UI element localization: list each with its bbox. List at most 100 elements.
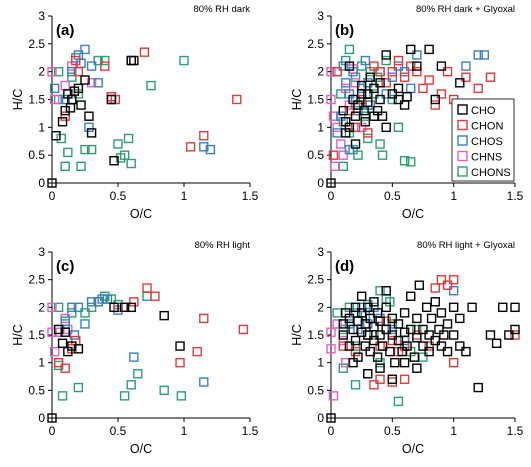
data-point-chon [399, 72, 410, 82]
data-point-chon [126, 55, 136, 66]
data-point-chons [53, 302, 64, 313]
data-point-cho [424, 44, 434, 55]
data-point-chons [76, 161, 86, 172]
data-point-chons [60, 161, 70, 172]
data-point-cho [510, 302, 520, 313]
data-point-chon [381, 78, 391, 88]
data-point-chns [332, 319, 342, 329]
data-point-chons [350, 341, 361, 351]
data-point-chos [205, 144, 216, 155]
data-point-cho [399, 357, 410, 368]
data-point-chon [448, 274, 459, 285]
data-point-chons [176, 391, 187, 401]
data-point-cho [498, 302, 508, 313]
x-tick-label: 1 [181, 189, 188, 203]
data-point-cho [348, 94, 358, 105]
data-point-chos [80, 319, 90, 329]
data-point-chon [375, 374, 385, 384]
data-point-chons [133, 369, 143, 379]
data-point-chons [119, 150, 130, 160]
data-point-cho [80, 75, 90, 85]
data-point-chons [377, 150, 388, 160]
data-point-chons [71, 53, 81, 63]
data-point-cho [326, 178, 336, 188]
y-tick-label: 2.5 [28, 37, 45, 51]
data-point-chons [375, 286, 385, 296]
legend-label-chos: CHOS [471, 136, 503, 148]
data-point-cho [418, 324, 428, 335]
data-point-chns [49, 346, 60, 357]
data-point-cho [424, 330, 434, 340]
data-point-chon [139, 47, 150, 57]
data-point-chons [67, 308, 77, 318]
data-point-cho [76, 100, 86, 110]
data-point-chos [341, 78, 351, 88]
data-point-cho [372, 352, 383, 362]
data-point-chns [60, 80, 70, 91]
panel-label: (d) [335, 258, 354, 275]
data-point-chon [369, 380, 379, 390]
data-point-cho [430, 335, 440, 346]
data-point-cho [57, 338, 68, 348]
x-tick-label: 1.5 [242, 189, 259, 203]
data-point-chons [363, 369, 373, 379]
data-point-cho [414, 280, 425, 290]
data-point-chon [185, 142, 196, 152]
data-point-cho [381, 324, 391, 335]
data-point-cho [73, 83, 84, 94]
data-point-chons [393, 396, 404, 407]
data-point-cho [65, 103, 76, 113]
data-point-chos [93, 78, 103, 88]
data-point-cho [430, 94, 440, 105]
data-point-cho [409, 352, 420, 362]
data-point-cho [326, 413, 336, 423]
y-axis-label: H/C [290, 324, 304, 346]
data-point-chns [47, 66, 57, 77]
y-tick-label: 0 [38, 176, 45, 190]
data-point-chos [387, 324, 398, 335]
data-point-chos [80, 44, 90, 55]
series-cho [47, 55, 139, 188]
y-tick-label: 1.5 [28, 93, 45, 107]
legend-marker-cho [457, 104, 468, 115]
legend-label-chon: CHON [471, 121, 503, 133]
x-tick-label: 0 [49, 189, 56, 203]
data-point-chon [129, 297, 139, 307]
x-tick-label: 0.5 [110, 189, 127, 203]
data-point-cho [412, 61, 422, 71]
data-point-cho [510, 324, 520, 335]
data-point-cho [448, 302, 459, 313]
data-point-chos [67, 66, 77, 77]
y-tick-label: 2 [317, 300, 324, 314]
data-point-chns [336, 139, 346, 149]
data-point-chon [387, 377, 398, 387]
data-point-chon [175, 357, 185, 368]
data-point-cho [430, 297, 440, 307]
data-point-chon [448, 357, 459, 368]
data-point-chon [238, 324, 249, 335]
data-point-cho [385, 346, 395, 357]
data-point-cho [344, 341, 355, 351]
data-point-chon [192, 346, 202, 357]
data-point-chon [442, 66, 453, 77]
data-point-cho [377, 341, 388, 351]
data-point-cho [381, 302, 391, 313]
data-point-chos [387, 72, 398, 82]
data-point-cho [159, 310, 169, 321]
data-point-chon [436, 89, 447, 99]
data-point-chon [375, 66, 385, 77]
data-point-cho [455, 341, 465, 351]
data-point-chos [479, 50, 490, 60]
data-point-chons [126, 158, 136, 169]
data-point-cho [356, 291, 367, 301]
data-point-cho [73, 344, 84, 354]
x-tick-label: 0.5 [384, 189, 401, 203]
data-point-chon [510, 330, 520, 340]
panel-b: 0 0.5 1 1.5 2 2.5 3 0 0.5 1 1.5 O/C H/C (b) 80% RH dar… [290, 4, 524, 221]
data-point-cho [360, 117, 371, 127]
data-point-chos [448, 286, 459, 296]
legend-marker-chns [457, 150, 468, 162]
data-point-cho [412, 333, 422, 343]
data-point-cho [436, 61, 447, 71]
y-tick-label: 3 [317, 9, 324, 23]
